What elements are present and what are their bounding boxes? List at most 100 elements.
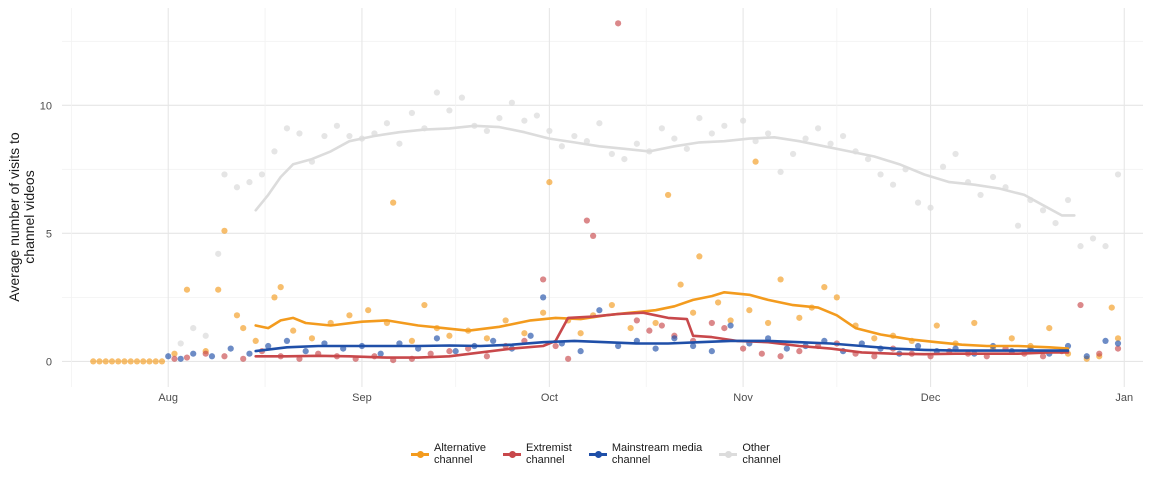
data-point <box>396 140 403 147</box>
data-point <box>814 125 822 132</box>
data-point <box>1114 340 1122 347</box>
data-point <box>796 314 803 321</box>
data-point <box>152 358 159 365</box>
data-point <box>240 355 247 362</box>
data-point <box>558 143 565 150</box>
data-point <box>277 284 284 291</box>
trend-line <box>254 291 1070 350</box>
data-point <box>577 348 584 355</box>
data-point <box>977 191 984 199</box>
data-point <box>752 158 759 165</box>
data-point <box>608 301 615 309</box>
data-point <box>452 348 459 355</box>
data-point <box>1114 345 1122 352</box>
data-point <box>777 353 784 360</box>
data-point <box>271 294 278 301</box>
data-point <box>446 348 453 355</box>
data-point <box>633 140 640 147</box>
data-point <box>540 276 547 283</box>
x-tick-label: Jan <box>1115 392 1133 404</box>
data-point <box>927 204 934 211</box>
data-point <box>177 355 184 362</box>
data-point <box>233 184 241 191</box>
data-point <box>739 117 747 124</box>
data-point <box>839 132 847 140</box>
data-point <box>1114 171 1122 178</box>
data-point <box>1008 335 1015 342</box>
data-point <box>1064 196 1072 204</box>
data-point <box>746 307 753 314</box>
data-point <box>483 335 491 342</box>
data-point <box>871 353 878 360</box>
data-point <box>246 179 253 186</box>
data-point <box>789 150 797 158</box>
x-tick-label: Sep <box>352 392 372 404</box>
data-point <box>146 358 153 365</box>
data-point <box>540 309 547 316</box>
data-point <box>1102 243 1109 250</box>
data-point <box>590 232 597 240</box>
data-point <box>677 281 684 288</box>
data-point <box>433 89 441 96</box>
data-point <box>283 337 291 345</box>
data-point <box>714 299 722 306</box>
data-point <box>696 115 703 122</box>
data-point <box>608 150 615 158</box>
data-point <box>171 350 178 357</box>
data-point <box>521 117 528 124</box>
legend-label: Alternative channel <box>434 442 486 466</box>
data-point <box>252 337 259 345</box>
legend-key <box>588 444 608 464</box>
data-point <box>889 181 897 188</box>
data-point <box>864 155 872 163</box>
data-point <box>821 284 828 291</box>
data-point <box>877 171 884 178</box>
data-point <box>202 350 209 357</box>
data-point <box>208 353 216 360</box>
data-point <box>496 115 503 122</box>
data-point <box>433 335 441 342</box>
data-point <box>508 99 515 106</box>
data-point <box>690 342 697 350</box>
data-point <box>658 125 665 132</box>
grid <box>62 8 1143 387</box>
data-point <box>183 286 191 293</box>
data-point <box>615 342 622 350</box>
data-point <box>365 307 372 314</box>
data-point <box>621 155 628 163</box>
data-point <box>933 322 940 329</box>
data-point <box>96 358 103 365</box>
legend-key <box>502 444 522 464</box>
data-point <box>490 337 497 345</box>
data-point <box>108 358 116 365</box>
data-point <box>346 312 353 319</box>
data-point <box>571 132 578 140</box>
data-point <box>533 112 540 119</box>
x-tick-label: Aug <box>158 392 178 404</box>
data-point <box>502 317 509 324</box>
data-point <box>708 348 715 355</box>
data-point <box>115 358 122 365</box>
data-point <box>183 354 191 361</box>
data-point <box>708 130 715 137</box>
data-point <box>727 317 734 324</box>
data-point <box>283 125 291 132</box>
y-axis-ticks: 0 5 10 <box>40 100 52 368</box>
y-tick-label: 10 <box>40 100 52 112</box>
data-point <box>1102 337 1109 345</box>
data-point <box>140 358 147 365</box>
data-point <box>1083 353 1090 360</box>
legend-key <box>410 444 430 464</box>
data-point <box>783 345 790 352</box>
data-point <box>914 199 922 206</box>
data-point <box>802 135 809 142</box>
legend-item: Mainstream media channel <box>588 442 702 466</box>
data-point <box>527 332 534 339</box>
data-point <box>971 319 978 327</box>
data-point <box>627 325 634 332</box>
data-point <box>158 358 166 365</box>
data-point <box>133 358 141 365</box>
data-point <box>777 168 784 175</box>
data-point <box>390 199 397 206</box>
data-point <box>577 330 584 337</box>
